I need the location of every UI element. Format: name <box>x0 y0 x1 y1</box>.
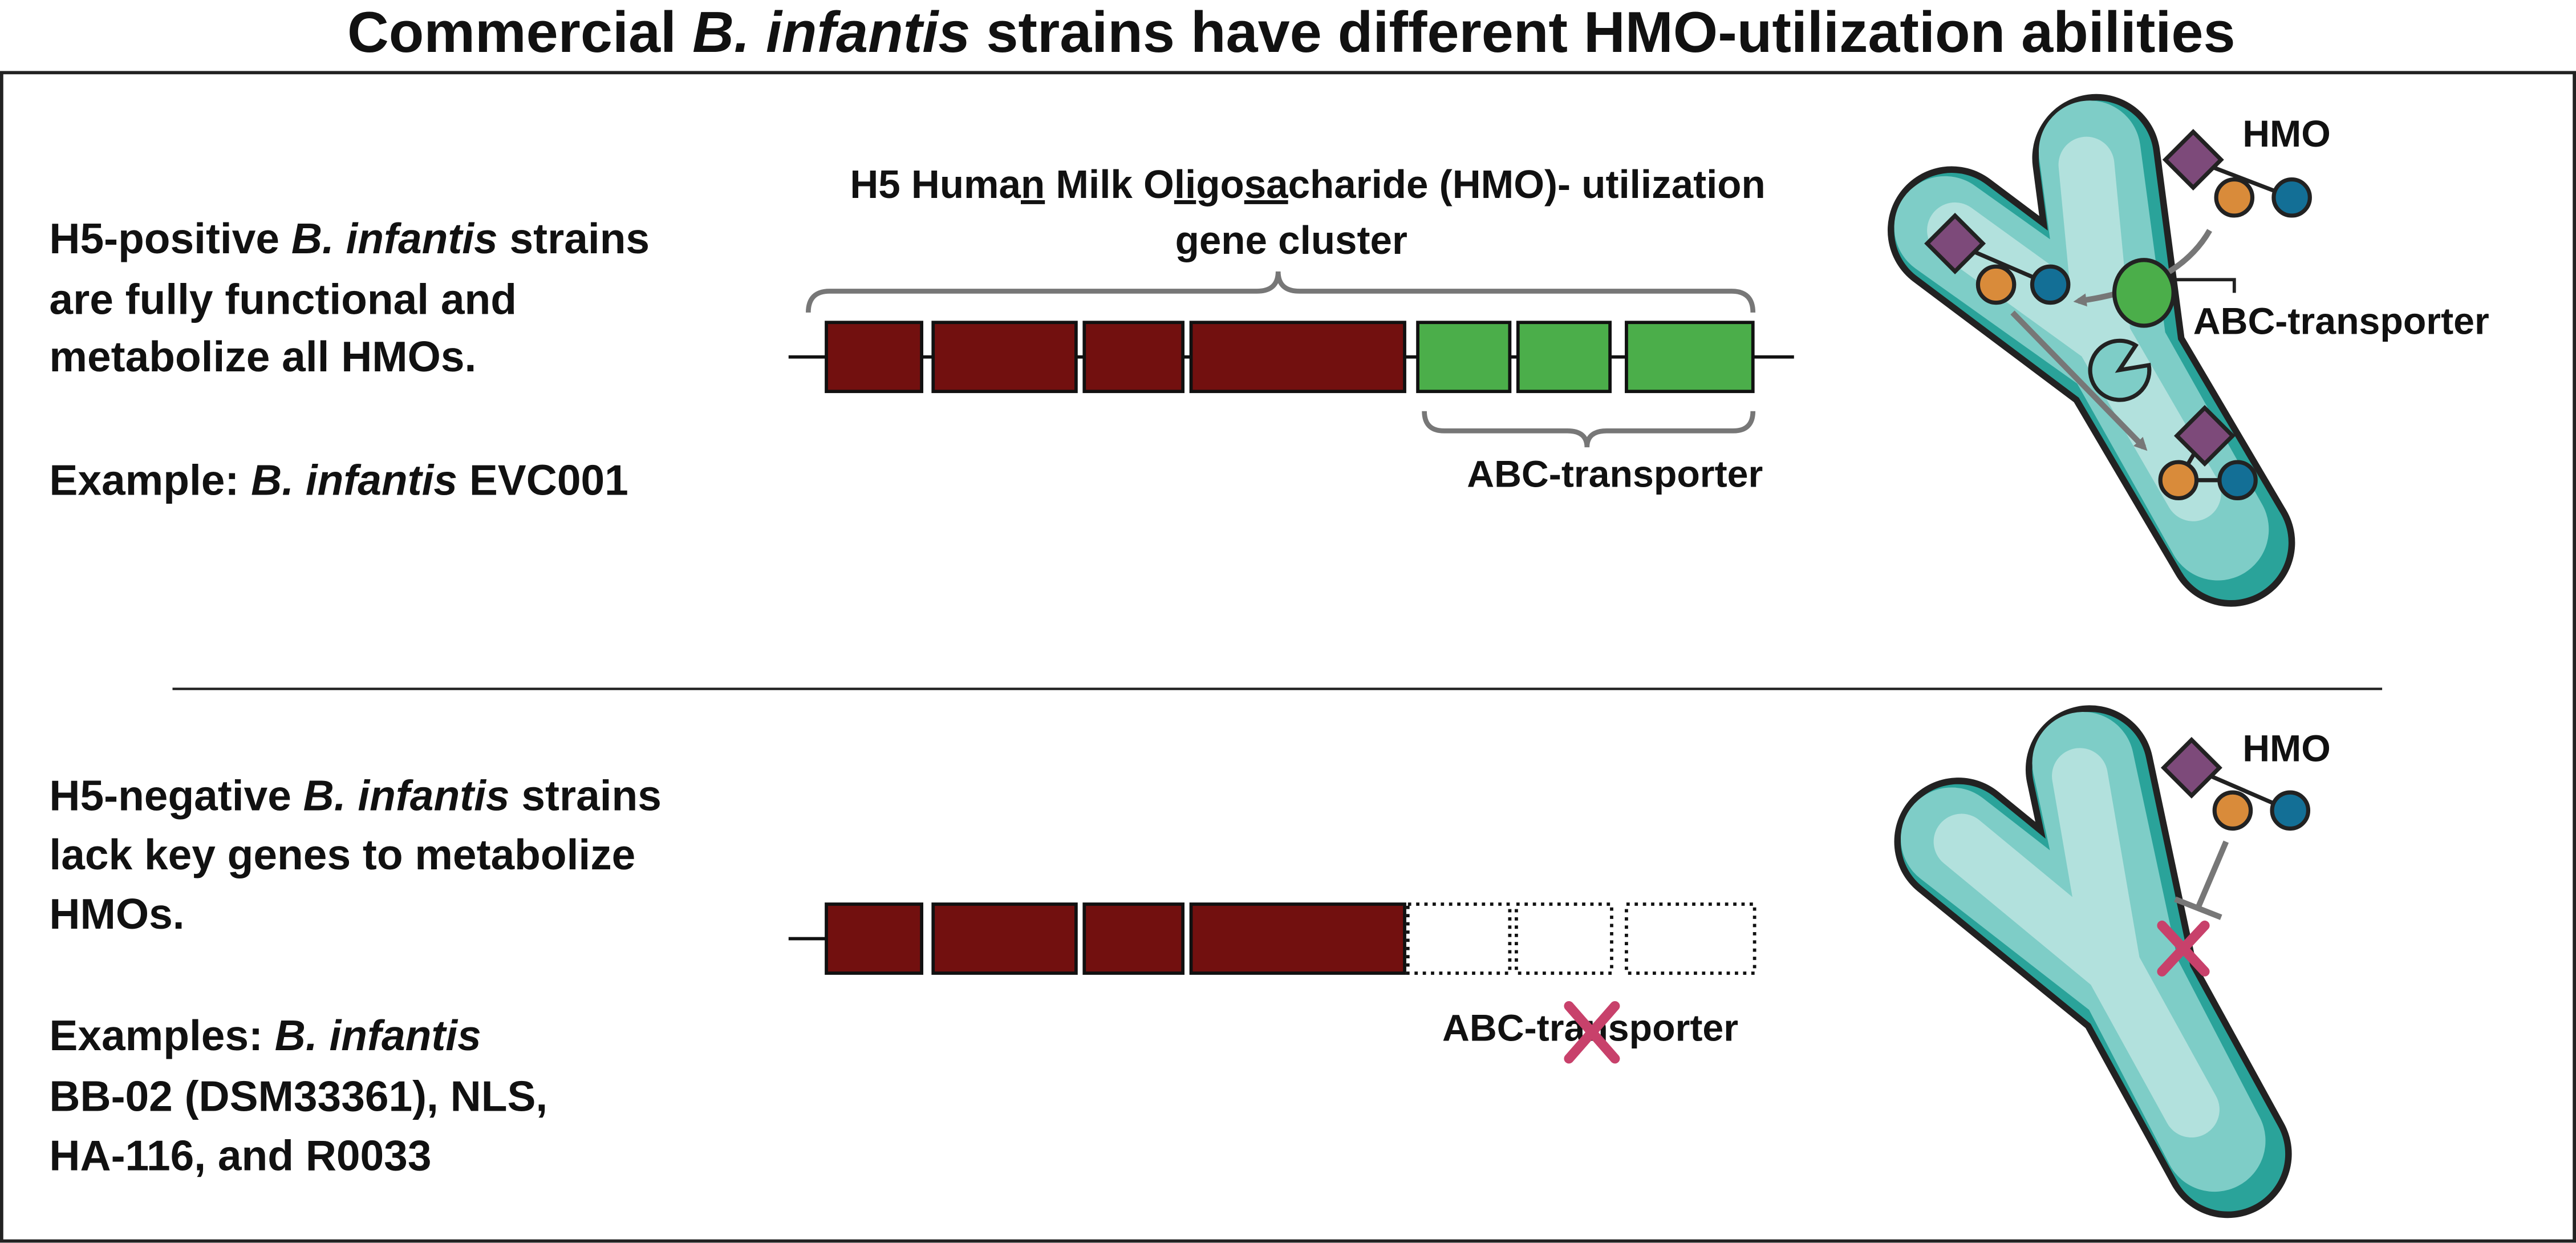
text-italic: B. infantis <box>303 771 510 819</box>
description-line: lack key genes to metabolize <box>49 831 635 878</box>
cluster-brace <box>806 271 1756 313</box>
text-underlined: sa <box>1244 162 1288 207</box>
text-part: Milk O <box>1045 162 1174 207</box>
text-part: H5-positive <box>49 214 291 262</box>
transporter-label: ABC-transporter <box>1467 453 1763 495</box>
text-part: Example: <box>49 456 251 504</box>
transporter-gene <box>1416 321 1512 394</box>
text-italic: B. infantis <box>291 214 498 262</box>
text-part: go <box>1196 162 1244 207</box>
gene <box>1189 321 1406 394</box>
hmo-molecule <box>1924 212 2071 305</box>
genes <box>825 321 1755 394</box>
genes <box>825 902 1406 975</box>
description-line: metabolize all HMOs. <box>49 333 476 380</box>
hmo-molecule <box>2158 404 2258 501</box>
text-part: strains <box>510 771 662 819</box>
transporter-brace <box>1422 411 1756 448</box>
text-part: charide (HMO)- utilization <box>1288 162 1766 207</box>
text-part: H5-negative <box>49 771 303 819</box>
description-line: are fully functional and <box>49 275 517 323</box>
text-underlined: n <box>1021 162 1045 207</box>
missing-genes <box>1406 902 1756 975</box>
cluster-label: H5 Human Milk Oligosacharide (HMO)- util… <box>850 162 1765 207</box>
hmo-molecule <box>2162 129 2312 218</box>
transporter <box>2112 258 2176 328</box>
hmo-label: HMO <box>2242 113 2331 155</box>
gene <box>1082 321 1185 394</box>
title-italic: B. infantis <box>692 1 970 64</box>
transporter-pointer <box>2172 278 2236 293</box>
missing-gene <box>1625 902 1756 975</box>
example-line: BB-02 (DSM33361), NLS, <box>49 1072 547 1120</box>
hmo-label: HMO <box>2242 728 2331 770</box>
gene <box>825 902 923 975</box>
missing-gene <box>1515 902 1613 975</box>
text-part: EVC001 <box>457 456 628 504</box>
hmo-molecule <box>2160 736 2311 831</box>
text-part: H5 Huma <box>850 162 1021 207</box>
title-part: Commercial <box>347 1 692 64</box>
transporter-label: ABC-transporter <box>2193 301 2489 343</box>
gene <box>1189 902 1406 975</box>
transporter-gene <box>1516 321 1612 394</box>
text-part: strains <box>498 214 650 262</box>
absent-cross <box>1564 1001 1620 1064</box>
description-line: H5-positive B. infantis strains <box>49 214 650 262</box>
blocked-uptake <box>2174 840 2229 920</box>
gene <box>1082 902 1185 975</box>
cluster-label: gene cluster <box>1175 218 1407 262</box>
frame <box>0 71 2576 1243</box>
text-italic: B. infantis <box>275 1011 481 1059</box>
text-part: Examples: <box>49 1011 274 1059</box>
text-underlined: li <box>1174 162 1196 207</box>
cell <box>1894 705 2292 1218</box>
title-part: strains have different HMO-utilization a… <box>970 1 2235 64</box>
example-line: Example: B. infantis EVC001 <box>49 456 628 504</box>
gene <box>931 321 1078 394</box>
gene <box>825 321 923 394</box>
absent-cross <box>2157 920 2210 977</box>
missing-gene <box>1406 902 1512 975</box>
description-line: HMOs. <box>49 890 184 938</box>
example-line: HA-116, and R0033 <box>49 1131 431 1179</box>
title: Commercial B. infantis strains have diff… <box>347 1 2236 64</box>
transporter-gene <box>1625 321 1755 394</box>
text-italic: B. infantis <box>251 456 457 504</box>
example-line: Examples: B. infantis <box>49 1011 481 1059</box>
digest-arrow <box>2010 310 2148 451</box>
gene <box>931 902 1078 975</box>
description-line: H5-negative B. infantis strains <box>49 771 661 819</box>
enzyme <box>2088 338 2152 402</box>
